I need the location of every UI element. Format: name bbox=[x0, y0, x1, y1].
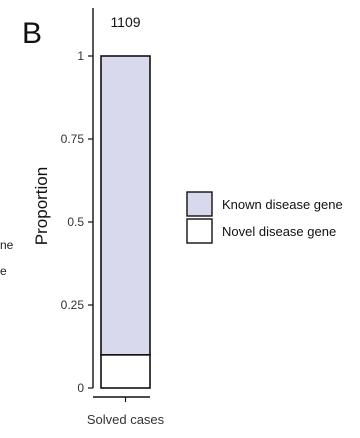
bar-segment bbox=[100, 353, 151, 389]
y-tick-label: 0.25 bbox=[61, 298, 85, 312]
y-axis-title: Proportion bbox=[32, 167, 51, 245]
y-tick-label: 0.5 bbox=[67, 215, 84, 229]
clipped-legend-text-2: e bbox=[0, 264, 7, 278]
clipped-legend-text-1: ne bbox=[0, 238, 14, 252]
panel-label: B bbox=[22, 17, 42, 50]
x-tick-label: Solved cases bbox=[87, 412, 165, 427]
bar-total-label: 1109 bbox=[110, 14, 140, 30]
y-tick-label: 1 bbox=[77, 49, 84, 63]
legend-label: Known disease gene bbox=[222, 197, 343, 212]
legend-label: Novel disease gene bbox=[222, 224, 336, 239]
y-tick-label: 0.75 bbox=[61, 132, 85, 146]
legend-swatch bbox=[186, 191, 213, 217]
y-tick-label: 0 bbox=[77, 381, 84, 395]
legend-swatch bbox=[186, 218, 213, 244]
bar-segment bbox=[100, 55, 151, 356]
